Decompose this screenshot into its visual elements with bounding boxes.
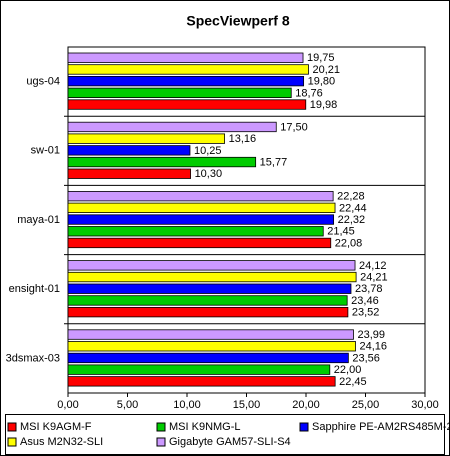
bar — [67, 341, 356, 352]
y-tick-label: ensight-01 — [9, 283, 60, 295]
bar — [67, 87, 292, 98]
value-label: 15,77 — [260, 156, 288, 168]
value-label: 21,45 — [327, 226, 355, 238]
value-label: 22,44 — [339, 202, 367, 214]
bar — [67, 202, 336, 214]
value-label: 10,25 — [194, 145, 222, 157]
legend-label: Gigabyte GAM57-SLI-S4 — [169, 436, 291, 448]
value-label: 20,21 — [312, 64, 340, 76]
bar — [67, 214, 335, 225]
bar — [67, 283, 352, 294]
value-label: 23,78 — [355, 283, 383, 295]
legend-label: Sapphire PE-AM2RS485M-2 — [312, 421, 450, 433]
y-tick-label: sw-01 — [31, 145, 60, 157]
legend-label: MSI K9AGM-F — [20, 421, 92, 433]
y-tick-label: maya-01 — [17, 214, 60, 226]
legend-swatch — [156, 422, 166, 432]
bar — [67, 99, 307, 110]
bar — [67, 190, 334, 202]
value-label: 22,45 — [339, 376, 367, 388]
bar — [67, 156, 257, 168]
value-label: 13,16 — [229, 133, 257, 145]
bar — [67, 52, 304, 63]
value-label: 24,12 — [359, 260, 387, 272]
bar — [67, 329, 354, 340]
x-tick-label: 10,00 — [173, 399, 201, 411]
value-label: 24,16 — [360, 341, 388, 353]
x-tick-label: 5,00 — [117, 399, 138, 411]
x-tick-label: 0,00 — [57, 399, 78, 411]
chart-title: SpecViewperf 8 — [186, 13, 289, 29]
x-tick-label: 15,00 — [233, 399, 261, 411]
bar — [67, 376, 336, 387]
bar — [67, 168, 191, 179]
x-tick-label: 25,00 — [352, 399, 380, 411]
bar — [67, 121, 277, 133]
value-label: 22,28 — [337, 191, 365, 203]
value-label: 23,56 — [352, 352, 380, 364]
bar — [67, 260, 356, 271]
value-label: 19,80 — [308, 76, 336, 88]
y-tick-label: 3dsmax-03 — [6, 352, 60, 364]
value-label: 22,00 — [334, 364, 362, 376]
legend-box — [5, 414, 445, 455]
y-tick-label: ugs-04 — [26, 76, 60, 88]
value-label: 23,99 — [357, 329, 385, 341]
value-label: 22,08 — [335, 237, 363, 249]
value-label: 22,32 — [338, 214, 366, 226]
legend-swatch — [7, 437, 17, 447]
value-label: 24,21 — [360, 271, 388, 283]
legend-swatch — [7, 422, 17, 432]
bar — [67, 352, 349, 364]
bar — [67, 76, 305, 87]
value-label: 23,52 — [352, 307, 380, 319]
value-label: 19,75 — [307, 52, 335, 64]
value-label: 10,30 — [195, 168, 223, 180]
bar — [67, 133, 226, 144]
bar — [67, 64, 309, 75]
legend-swatch — [156, 437, 166, 447]
bar — [67, 306, 349, 318]
x-tick-label: 30,00 — [411, 399, 439, 411]
value-label: 23,46 — [351, 295, 379, 307]
legend-label: MSI K9NMG-L — [169, 421, 241, 433]
value-label: 19,98 — [310, 99, 338, 111]
bar — [67, 237, 332, 249]
x-tick-label: 20,00 — [292, 399, 320, 411]
bar — [67, 295, 348, 306]
bar — [67, 271, 357, 283]
value-label: 17,50 — [280, 121, 308, 133]
legend-swatch — [299, 422, 309, 432]
legend-label: Asus M2N32-SLI — [20, 436, 103, 448]
bar — [67, 226, 324, 237]
bar — [67, 364, 331, 375]
value-label: 18,76 — [295, 87, 323, 99]
bar — [67, 145, 191, 156]
